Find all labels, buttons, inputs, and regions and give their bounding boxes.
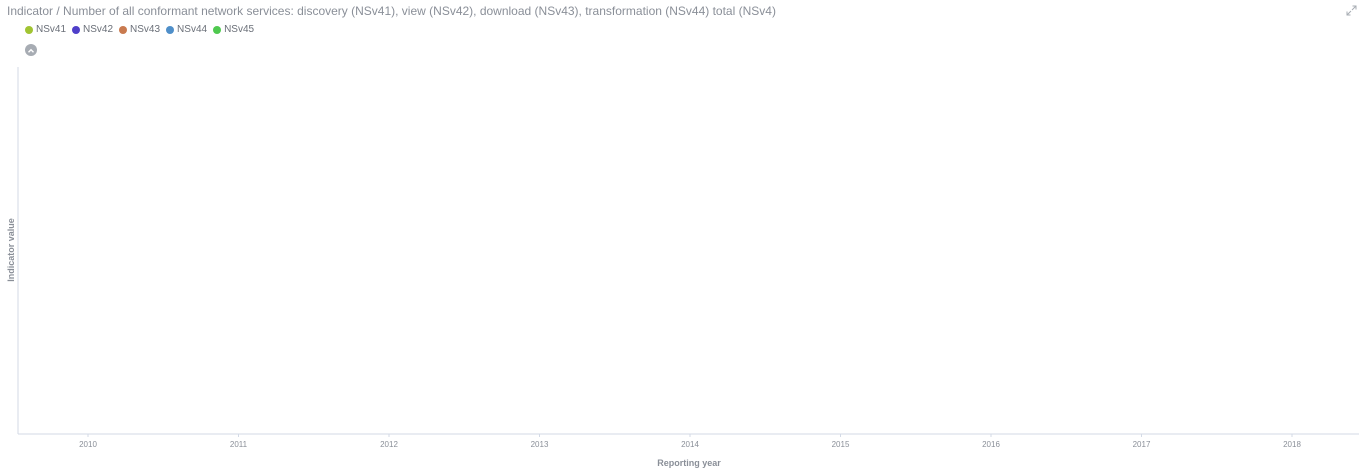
legend-item-nsv45[interactable]: NSv45 (213, 24, 254, 35)
legend-label: NSv43 (130, 24, 161, 35)
legend-toggle-button[interactable] (25, 44, 37, 56)
x-tick-label: 2011 (230, 440, 248, 449)
chevron-up-icon (28, 48, 34, 53)
x-tick-label: 2014 (681, 440, 699, 449)
x-tick-label: 2013 (531, 440, 549, 449)
chart-legend: NSv41 NSv42 NSv43 NSv44 NSv45 (25, 24, 254, 35)
legend-dot (72, 25, 81, 34)
legend-item-nsv44[interactable]: NSv44 (166, 24, 207, 35)
x-tick-label: 2016 (982, 440, 1000, 449)
legend-dot (25, 25, 33, 34)
legend-dot (213, 25, 222, 34)
x-tick-label: 2010 (79, 440, 97, 449)
x-tick-label: 2012 (380, 440, 398, 449)
legend-label: NSv41 (36, 24, 67, 35)
legend-dot (166, 25, 175, 34)
x-tick-label: 2015 (832, 440, 850, 449)
legend-label: NSv44 (177, 24, 208, 35)
x-axis-label: Reporting year (657, 458, 721, 468)
legend-label: NSv45 (224, 24, 255, 35)
x-tick-label: 2018 (1283, 440, 1301, 449)
legend-item-nsv43[interactable]: NSv43 (119, 24, 160, 35)
x-axis-ticks: 2010 2011 2012 2013 2014 2015 2016 2017 2018 (79, 434, 1301, 449)
y-axis-label: Indicator value (6, 218, 16, 282)
expand-icon[interactable] (1346, 5, 1357, 16)
x-tick-label: 2017 (1133, 440, 1151, 449)
legend-dot (119, 25, 128, 34)
legend-item-nsv41[interactable]: NSv41 (25, 24, 66, 35)
chart-title: Indicator / Number of all conformant net… (7, 4, 776, 18)
legend-item-nsv42[interactable]: NSv42 (72, 24, 113, 35)
legend-label: NSv42 (83, 24, 114, 35)
